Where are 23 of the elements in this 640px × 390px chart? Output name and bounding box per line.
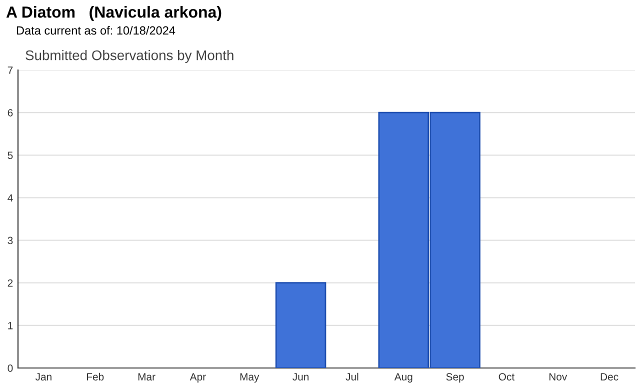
y-tick-label: 3 [8,236,13,244]
x-tick-label: Aug [394,373,412,383]
x-tick-label: Jul [346,372,358,381]
x-tick-label: Apr [190,373,206,383]
x-tick-label: Sep [446,373,464,383]
x-tick-label: Feb [87,372,104,381]
x-tick-label: Oct [498,373,514,381]
y-tick-label: 7 [8,66,13,74]
chart-title: A Diatom (Navicula arkona) [6,6,222,21]
y-tick-label: 6 [8,109,13,116]
y-tick-label: 0 [8,364,13,372]
x-tick-label: Mar [138,373,156,381]
x-tick-label: Jan [35,373,52,381]
text: Submitted Observations by Month [26,50,234,63]
y-tick-label: 2 [8,279,13,287]
y-tick-label: 4 [8,194,13,202]
x-tick-label: May [240,373,260,383]
x-tick-label: Nov [549,373,568,381]
y-tick-label: 1 [8,322,13,330]
y-tick-label: 5 [8,152,13,160]
x-tick-label: Dec [600,373,618,381]
chart-subtitle: Data current as of: 10/18/2024 [16,26,176,35]
x-tick-label: Jun [292,373,309,381]
